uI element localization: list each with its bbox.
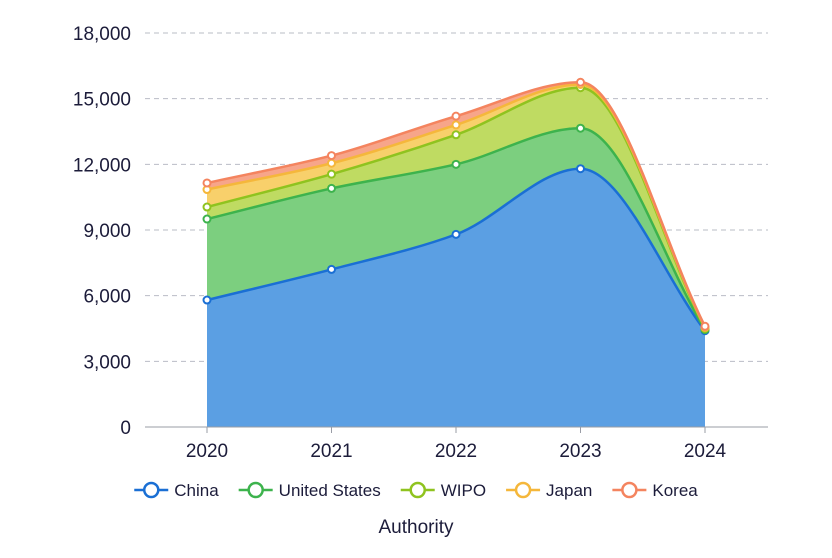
legend-circle-icon bbox=[144, 483, 158, 497]
data-point-united-states[interactable] bbox=[577, 125, 584, 132]
legend: China United States WIPO Japan Korea bbox=[134, 481, 698, 500]
data-point-united-states[interactable] bbox=[204, 216, 211, 223]
legend-label: WIPO bbox=[441, 481, 486, 500]
data-point-wipo[interactable] bbox=[453, 131, 460, 138]
data-point-china[interactable] bbox=[204, 297, 211, 304]
y-tick-label: 6,000 bbox=[83, 287, 131, 308]
chart-container: 0 3,000 6,000 9,000 12,000 15,000 18,000 2020 20… bbox=[0, 0, 832, 558]
legend-label: United States bbox=[279, 481, 381, 500]
data-point-united-states[interactable] bbox=[453, 161, 460, 168]
stacked-area-chart: 0 3,000 6,000 9,000 12,000 15,000 18,000 2020 20… bbox=[0, 0, 832, 558]
x-tick-label: 2024 bbox=[684, 441, 727, 462]
y-tick-label: 3,000 bbox=[83, 352, 131, 373]
legend-circle-icon bbox=[411, 483, 425, 497]
x-tick-label: 2021 bbox=[310, 441, 352, 462]
legend-item-japan[interactable]: Japan bbox=[506, 481, 592, 500]
y-tick-label: 15,000 bbox=[73, 90, 131, 111]
data-point-china[interactable] bbox=[453, 231, 460, 238]
legend-item-china[interactable]: China bbox=[134, 481, 219, 500]
x-tick-label: 2020 bbox=[186, 441, 228, 462]
data-point-japan[interactable] bbox=[328, 160, 335, 167]
data-point-wipo[interactable] bbox=[204, 204, 211, 211]
y-tick-label: 12,000 bbox=[73, 155, 131, 176]
legend-item-korea[interactable]: Korea bbox=[612, 481, 698, 500]
data-point-korea[interactable] bbox=[453, 113, 460, 120]
legend-circle-icon bbox=[249, 483, 263, 497]
data-point-japan[interactable] bbox=[453, 121, 460, 128]
y-tick-label: 18,000 bbox=[73, 24, 131, 45]
x-tick-label: 2022 bbox=[435, 441, 477, 462]
data-point-united-states[interactable] bbox=[328, 185, 335, 192]
y-tick-label: 9,000 bbox=[83, 221, 131, 242]
data-point-korea[interactable] bbox=[702, 323, 709, 330]
legend-label: Japan bbox=[546, 481, 592, 500]
legend-circle-icon bbox=[516, 483, 530, 497]
x-axis-title: Authority bbox=[379, 517, 454, 538]
legend-label: Korea bbox=[652, 481, 698, 500]
legend-item-wipo[interactable]: WIPO bbox=[401, 481, 486, 500]
data-point-china[interactable] bbox=[328, 266, 335, 273]
data-point-korea[interactable] bbox=[204, 179, 211, 186]
x-tick-label: 2023 bbox=[559, 441, 601, 462]
legend-circle-icon bbox=[622, 483, 636, 497]
data-point-china[interactable] bbox=[577, 165, 584, 172]
legend-item-united-states[interactable]: United States bbox=[239, 481, 381, 500]
data-point-korea[interactable] bbox=[577, 79, 584, 86]
data-point-wipo[interactable] bbox=[328, 171, 335, 178]
data-point-korea[interactable] bbox=[328, 152, 335, 159]
y-tick-label: 0 bbox=[120, 418, 131, 439]
legend-label: China bbox=[174, 481, 219, 500]
